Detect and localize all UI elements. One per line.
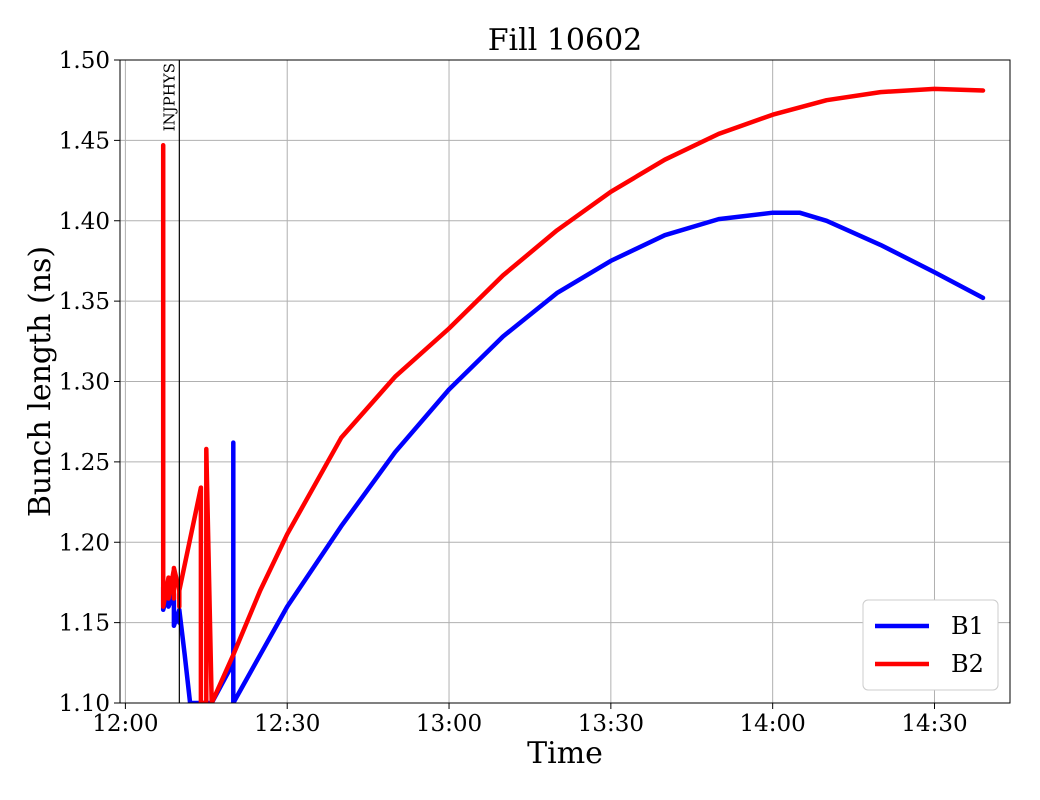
axis-ticks: 12:00 12:30 13:00 13:30 14:00 14:30 1.10 1.15 1.…: [59, 48, 968, 737]
y-tick-label: 1.25: [59, 450, 110, 476]
annotation-label: INJPHYS: [160, 63, 178, 131]
legend-label-b1: B1: [951, 612, 984, 640]
y-axis-label: Bunch length (ns): [23, 246, 58, 517]
x-tick-label: 12:30: [254, 711, 320, 737]
y-tick-label: 1.50: [59, 48, 110, 74]
x-axis-label: Time: [527, 736, 603, 771]
annotation-layer: INJPHYS: [160, 60, 180, 703]
y-tick-label: 1.30: [59, 370, 110, 396]
y-tick-label: 1.20: [59, 530, 110, 556]
x-tick-label: 12:00: [92, 711, 158, 737]
x-tick-label: 13:30: [578, 711, 644, 737]
x-tick-label: 14:00: [740, 711, 806, 737]
y-tick-label: 1.40: [59, 209, 110, 235]
grid: [120, 59, 1010, 704]
x-tick-label: 13:00: [416, 711, 482, 737]
y-tick-label: 1.35: [59, 289, 110, 315]
y-tick-label: 1.10: [59, 691, 110, 717]
y-tick-label: 1.45: [59, 128, 110, 154]
series-lines: [160, 86, 986, 703]
y-tick-label: 1.15: [59, 611, 110, 637]
legend-box: [862, 599, 999, 691]
x-tick-label: 14:30: [901, 711, 967, 737]
series-line-b1: [160, 210, 986, 703]
legend-label-b2: B2: [951, 650, 984, 678]
chart-title: Fill 10602: [488, 23, 643, 58]
series-line-b2: [160, 86, 986, 703]
